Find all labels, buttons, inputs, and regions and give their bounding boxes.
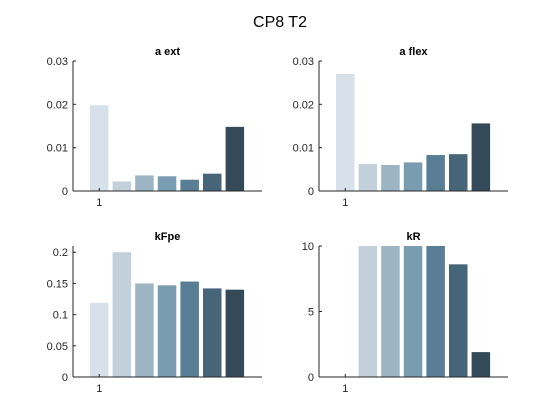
bar (135, 175, 154, 191)
bar (381, 246, 400, 377)
bar (336, 74, 355, 191)
subplot-title: a flex (399, 46, 428, 58)
bar (426, 155, 445, 191)
bar (157, 176, 177, 191)
x-tick-label: 1 (96, 197, 102, 209)
bar (112, 252, 132, 377)
bar (225, 126, 245, 191)
y-tick-label: 0.15 (47, 278, 68, 290)
y-tick-label: 0 (308, 186, 314, 198)
figure-title: CP8 T2 (253, 14, 307, 31)
bar (449, 154, 468, 191)
bar (403, 246, 423, 377)
y-tick-label: 0.03 (47, 56, 68, 68)
subplot-2: a flex 0 0.01 0.02 0.03 1 (293, 46, 508, 209)
subplot-1: a ext 0 0.01 0.02 0.03 1 (47, 46, 262, 209)
y-tick-label: 0 (62, 186, 68, 198)
subplot-title: a ext (155, 46, 180, 58)
bar (112, 181, 132, 191)
bar (358, 164, 378, 191)
bar (157, 285, 177, 377)
bar (449, 264, 468, 377)
bar (471, 352, 491, 377)
y-tick-label: 0.01 (47, 143, 68, 155)
subplot-3: kFpe 0 0.05 0.1 0.15 0.2 1 (47, 231, 262, 395)
x-tick-label: 1 (342, 197, 348, 209)
bar (358, 246, 378, 377)
subplot-4: kR 0 5 10 1 (302, 231, 508, 395)
y-tick-label: 0.05 (47, 341, 68, 353)
bar (203, 288, 222, 377)
subplot-title: kFpe (155, 231, 181, 243)
y-tick-label: 10 (302, 241, 314, 253)
y-tick-label: 0.2 (53, 247, 68, 259)
y-tick-label: 0.01 (293, 143, 314, 155)
y-tick-label: 0.1 (53, 310, 68, 322)
bar (225, 289, 245, 377)
bar (90, 302, 109, 377)
bar (203, 173, 222, 191)
y-tick-label: 0.02 (293, 99, 314, 111)
x-tick-label: 1 (342, 383, 348, 395)
bar (403, 162, 423, 191)
y-tick-label: 0 (62, 372, 68, 384)
y-tick-label: 5 (308, 307, 314, 319)
y-tick-label: 0 (308, 372, 314, 384)
bar (135, 283, 154, 377)
subplot-title: kR (406, 231, 420, 243)
bar (426, 246, 445, 377)
bar (471, 123, 491, 191)
x-tick-label: 1 (96, 383, 102, 395)
bar (180, 179, 199, 191)
bar (180, 281, 199, 377)
bar (381, 165, 400, 191)
y-tick-label: 0.02 (47, 99, 68, 111)
y-tick-label: 0.03 (293, 56, 314, 68)
bar (90, 105, 109, 191)
